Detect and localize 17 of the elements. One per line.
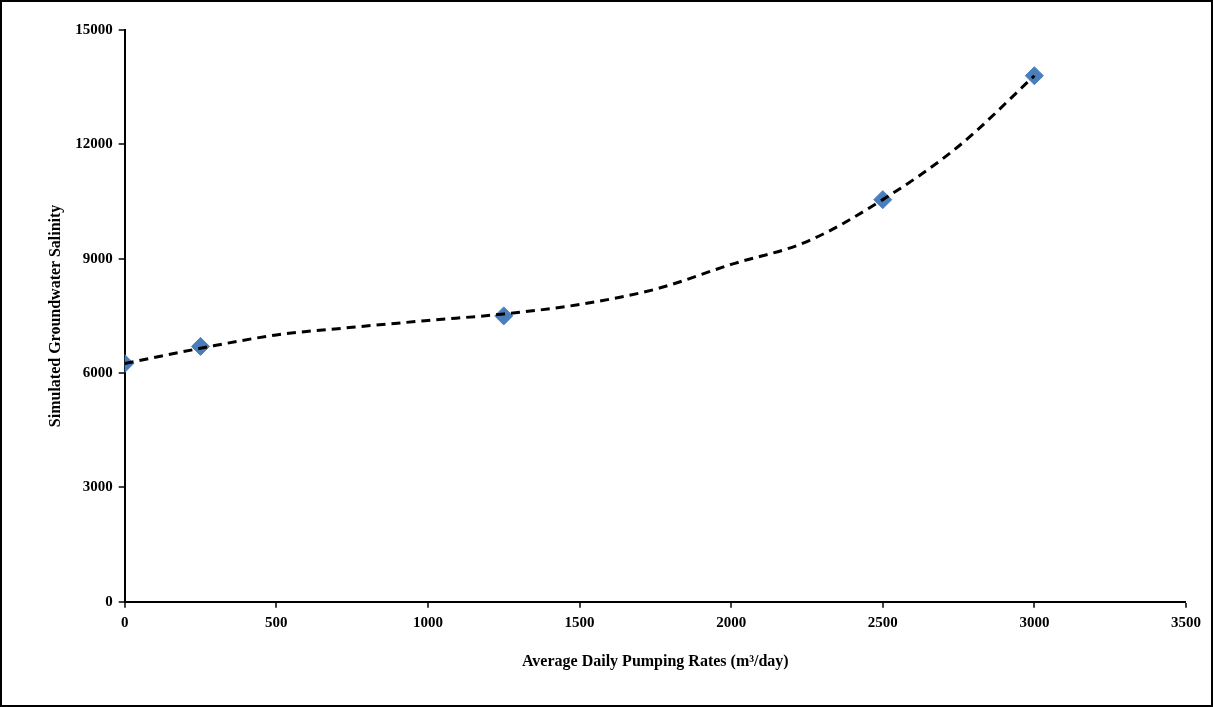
- y-tick-label: 15000: [75, 20, 113, 37]
- y-tick-label: 12000: [75, 135, 113, 152]
- point: [1024, 66, 1044, 86]
- y-tick-label: 6000: [82, 363, 113, 380]
- x-tick-label: 3500: [1171, 613, 1201, 630]
- y-tick-label: 3000: [82, 478, 113, 495]
- y-axis-title: Simulated Groundwater Salinity: [45, 204, 64, 428]
- y-tick-label: 0: [105, 592, 113, 609]
- x-axis-title: Average Daily Pumping Rates (m³/day): [522, 651, 789, 670]
- y-tick-label: 9000: [82, 249, 113, 266]
- x-tick-label: 3000: [1019, 613, 1050, 630]
- x-tick-label: 1500: [564, 613, 595, 630]
- x-tick-label: 2000: [716, 613, 747, 630]
- x-tick-label: 0: [120, 613, 129, 630]
- x-tick-label: 2500: [867, 613, 898, 630]
- x-tick-label: 1000: [412, 613, 443, 630]
- x-tick-label: 500: [265, 613, 288, 630]
